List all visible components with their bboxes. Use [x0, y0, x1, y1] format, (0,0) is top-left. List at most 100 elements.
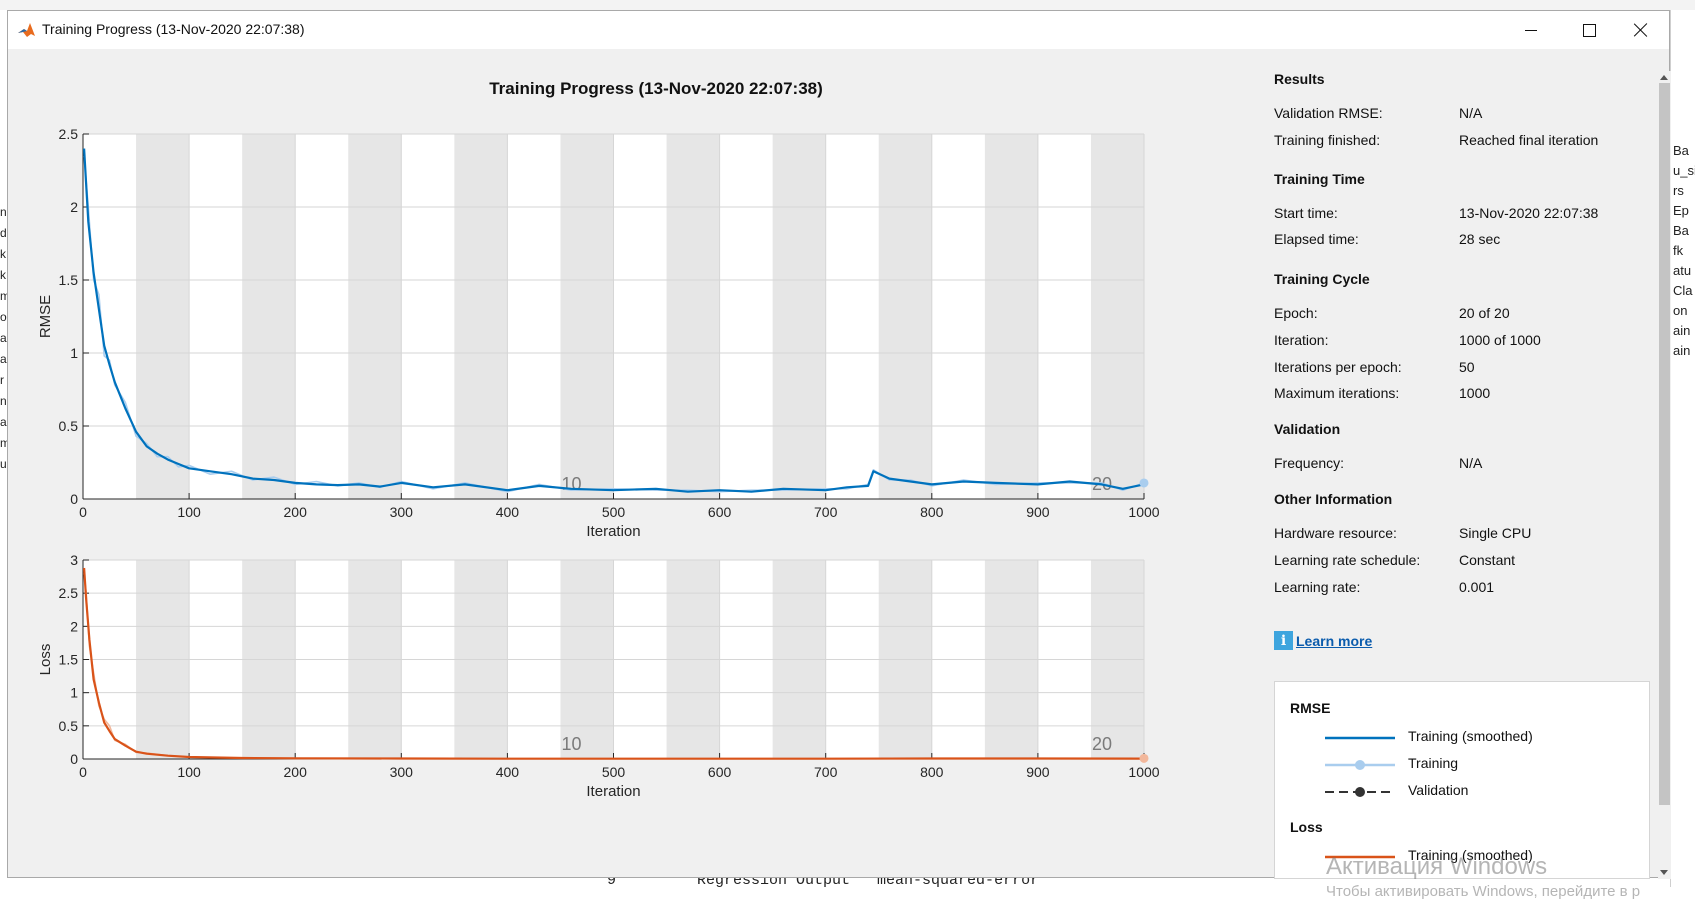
legend-rmse-validation-label: Validation: [1408, 782, 1469, 798]
background-text-fragment: m: [0, 436, 10, 450]
final-point-marker: [1139, 478, 1149, 488]
y-tick-label: 0: [70, 491, 78, 507]
x-tick-label: 700: [814, 764, 838, 780]
epoch-band: [136, 134, 190, 499]
maximize-button[interactable]: [1560, 11, 1618, 49]
legend-loss-heading: Loss: [1290, 819, 1323, 835]
background-text-fragment: Ba: [1673, 143, 1689, 158]
chart-loss: 0 100 200 300 400 500 600 700 800 900 1000 0 0.5 1 1.5…: [37, 552, 1160, 800]
learn-more-label[interactable]: Learn more: [1296, 632, 1373, 649]
epoch-band: [454, 134, 508, 499]
y-tick-label: 1.5: [59, 652, 79, 668]
training-time-heading: Training Time: [1274, 171, 1365, 187]
background-text-fragment: n: [0, 394, 7, 408]
y-tick-label: 2: [70, 199, 78, 215]
background-text-fragment: on: [1673, 303, 1688, 318]
y-tick-label: 2: [70, 618, 78, 634]
x-tick-label: 1000: [1128, 764, 1159, 780]
epoch-label: 10: [561, 734, 581, 754]
validation-heading: Validation: [1274, 421, 1341, 437]
background-text-fragment: a: [0, 331, 7, 345]
background-text-fragment: m: [0, 289, 10, 303]
info-label: Frequency:: [1274, 455, 1345, 471]
close-button[interactable]: [1613, 11, 1669, 49]
legend-loss-smoothed-label: Training (smoothed): [1408, 847, 1533, 863]
x-tick-label: 0: [79, 764, 87, 780]
x-tick-label: 900: [1026, 504, 1050, 520]
y-tick-label: 0: [70, 751, 78, 767]
background-text-fragment: k: [0, 247, 6, 261]
x-tick-label: 0: [79, 504, 87, 520]
info-label: Training finished:: [1274, 132, 1381, 148]
info-label: Hardware resource:: [1274, 525, 1397, 541]
epoch-band: [772, 134, 826, 499]
legend-panel: RMSE Training (smoothed) Training Valida…: [1274, 681, 1650, 879]
plot-title: Training Progress (13-Nov-2020 22:07:38): [489, 79, 823, 98]
scroll-down-icon[interactable]: [1660, 870, 1668, 875]
info-label: Learning rate:: [1274, 579, 1361, 595]
info-value: N/A: [1459, 455, 1483, 471]
results-heading: Results: [1274, 71, 1325, 87]
learn-more-link[interactable]: i Learn more: [1274, 631, 1372, 650]
close-icon: [1634, 23, 1648, 37]
scroll-up-icon[interactable]: [1660, 75, 1668, 80]
epoch-band: [1090, 134, 1144, 499]
x-axis-label: Iteration: [586, 523, 640, 540]
x-tick-label: 500: [602, 504, 626, 520]
info-value: Single CPU: [1459, 525, 1532, 541]
training-cycle-heading: Training Cycle: [1274, 271, 1370, 287]
legend-rmse-training-label: Training: [1408, 755, 1459, 771]
epoch-label: 20: [1092, 734, 1112, 754]
y-tick-label: 2.5: [59, 126, 79, 142]
y-tick-label: 1: [70, 685, 78, 701]
legend-rmse-heading: RMSE: [1290, 700, 1331, 716]
background-text-fragment: atu: [1673, 263, 1692, 278]
x-tick-label: 300: [390, 504, 414, 520]
background-text-fragment: a: [0, 415, 7, 429]
window-title: Training Progress (13-Nov-2020 22:07:38): [42, 21, 305, 37]
x-tick-label: 1000: [1128, 504, 1159, 520]
info-label: Validation RMSE:: [1274, 105, 1383, 121]
background-text-fragment: Ep: [1673, 203, 1689, 218]
background-text-fragment: a: [0, 352, 7, 366]
info-value: 1000 of 1000: [1459, 332, 1541, 348]
background-text-fragment: ain: [1673, 343, 1691, 358]
x-tick-label: 300: [390, 764, 414, 780]
background-text-fragment: n: [0, 205, 7, 219]
info-label: Elapsed time:: [1274, 231, 1359, 247]
info-panel-scrollbar[interactable]: [1658, 71, 1671, 879]
x-tick-label: 700: [814, 504, 838, 520]
minimize-button[interactable]: [1502, 11, 1560, 49]
legend-rmse-training-swatch: [1325, 760, 1395, 770]
background-text-fragment: ol: [0, 310, 10, 324]
windows-activation-subtext: Чтобы активировать Windows, перейдите в …: [1326, 883, 1641, 900]
y-axis-label: Loss: [37, 644, 54, 676]
x-tick-label: 400: [496, 764, 520, 780]
background-text-fragment: u_si: [1673, 163, 1695, 178]
info-label: Maximum iterations:: [1274, 385, 1400, 401]
series-line-smoothed: [83, 148, 1145, 493]
background-text-fragment: k: [0, 268, 6, 282]
background-text-fragment: ain: [1673, 323, 1691, 338]
x-tick-label: 200: [284, 504, 308, 520]
info-value: 1000: [1459, 385, 1491, 401]
title-bar[interactable]: Training Progress (13-Nov-2020 22:07:38): [8, 11, 1669, 49]
info-label: Start time:: [1274, 205, 1338, 221]
background-text-fragment: Cla: [1673, 283, 1693, 298]
x-tick-label: 800: [920, 504, 944, 520]
background-right-panel: Ba u_si rs Ep Ba fk atu Cla on ain ain: [1670, 10, 1695, 887]
info-label: Iteration:: [1274, 332, 1329, 348]
other-info-heading: Other Information: [1274, 491, 1393, 507]
scroll-thumb[interactable]: [1659, 83, 1670, 805]
series-line-smoothed: [83, 567, 1145, 760]
x-axis-label: Iteration: [586, 783, 640, 800]
x-tick-label: 900: [1026, 764, 1050, 780]
final-point-marker: [1139, 753, 1149, 763]
background-command-window: 9 Regression Output mean-squared-error: [7, 878, 1670, 887]
x-tick-label: 400: [496, 504, 520, 520]
info-icon: i: [1274, 631, 1293, 650]
info-value: 0.001: [1459, 579, 1495, 595]
background-text-fragment: r: [0, 373, 4, 387]
y-tick-label: 0.5: [59, 418, 79, 434]
epoch-band: [348, 134, 402, 499]
